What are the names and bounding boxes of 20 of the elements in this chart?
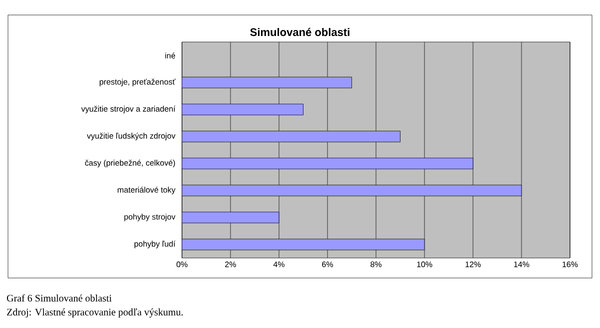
x-tick-label: 2% [225, 262, 236, 268]
y-tick-label: využitie strojov a zariadení [81, 106, 176, 114]
y-tick-label: iné [165, 52, 176, 58]
x-tick-label: 16% [562, 262, 578, 268]
y-tick-label: pohyby strojov [124, 214, 176, 222]
text: Graf 6 Simulované oblasti [6, 294, 112, 302]
x-tick-label: 8% [370, 262, 382, 268]
y-tick-label: materiálové toky [118, 186, 176, 194]
x-tick-label: 10% [417, 262, 432, 268]
y-tick-label: využitie ľudských zdrojov [86, 132, 176, 140]
text: Zdroj: Vlastné spracovanie podľa výskumu. [7, 308, 183, 318]
chart-title: Simulované oblasti [250, 28, 350, 36]
y-tick-label: pohyby ľudí [134, 240, 176, 248]
x-tick-label: 12% [466, 262, 481, 268]
x-tick-label: 4% [273, 262, 284, 268]
x-tick-label: 0% [176, 262, 188, 268]
x-tick-label: 14% [514, 262, 530, 268]
y-tick-label: časy (priebežné, celkové) [85, 160, 175, 168]
x-tick-label: 6% [322, 262, 333, 268]
y-tick-label: prestoje, preťaženosť [100, 78, 176, 86]
